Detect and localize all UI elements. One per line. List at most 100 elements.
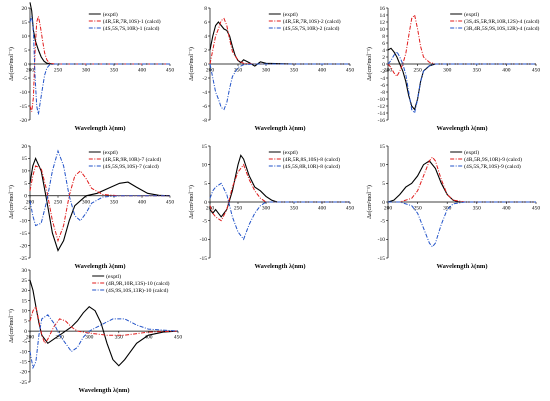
- x-tick-label: 450: [532, 68, 541, 74]
- y-tick-label: 0: [24, 329, 27, 335]
- y-tick-label: -25: [20, 380, 28, 386]
- x-tick-label: 250: [234, 68, 243, 74]
- x-tick-label: 300: [262, 206, 271, 212]
- y-tick-label: -25: [20, 256, 28, 262]
- x-tick-label: 250: [413, 68, 422, 74]
- legend-entry: (4S,5S,7S,10R)-1 (calcd): [103, 25, 160, 32]
- y-tick-label: 8: [382, 34, 385, 40]
- x-tick-label: 350: [110, 199, 119, 205]
- legend-entry: (exptl): [106, 273, 121, 280]
- y-tick-label: 0: [382, 62, 385, 68]
- x-tick-label: 300: [443, 206, 452, 212]
- y-tick-label: -8: [380, 90, 385, 96]
- y-tick-label: -14: [378, 111, 386, 117]
- x-tick-label: 300: [262, 68, 271, 74]
- series-line: [209, 17, 350, 65]
- y-tick-label: -10: [378, 237, 386, 243]
- y-axis-title: Δε(cm²mol⁻¹): [8, 309, 15, 343]
- y-tick-label: 20: [22, 6, 28, 12]
- x-tick-label: 400: [318, 206, 327, 212]
- x-tick-label: 450: [346, 68, 355, 74]
- series-line: [29, 314, 179, 370]
- y-tick-label: -15: [20, 359, 28, 365]
- x-tick-label: 450: [166, 199, 175, 205]
- x-tick-label: 200: [26, 68, 35, 74]
- x-tick-label: 350: [290, 68, 299, 74]
- x-tick-label: 400: [138, 199, 147, 205]
- x-tick-label: 250: [413, 206, 422, 212]
- x-tick-label: 400: [502, 206, 511, 212]
- x-tick-label: 250: [234, 206, 243, 212]
- y-tick-label: 0: [204, 200, 207, 206]
- y-tick-label: 0: [24, 194, 27, 200]
- legend-entry: (4R,5R,8S,10S)-8 (calcd): [283, 156, 340, 163]
- y-tick-label: 10: [22, 34, 28, 40]
- y-tick-label: 5: [24, 48, 27, 54]
- y-tick-label: -6: [202, 104, 207, 110]
- y-tick-label: -2: [380, 69, 385, 75]
- x-tick-label: 350: [473, 206, 482, 212]
- y-tick-label: -5: [22, 206, 27, 212]
- y-tick-label: 0: [24, 62, 27, 68]
- y-tick-label: 8: [204, 6, 207, 12]
- x-tick-label: 200: [384, 206, 393, 212]
- series-line: [29, 149, 170, 227]
- y-tick-label: -4: [380, 76, 385, 82]
- y-tick-label: -15: [378, 256, 386, 262]
- y-tick-label: -10: [378, 97, 386, 103]
- y-tick-label: -8: [202, 118, 207, 124]
- legend-entry: (4R,5R,9S,10R)-9 (calcd): [464, 156, 522, 163]
- y-axis-title: Δε(cm²mol⁻¹): [8, 47, 15, 81]
- x-tick-label: 400: [138, 68, 147, 74]
- y-tick-label: -5: [22, 339, 27, 345]
- series-line: [387, 47, 536, 111]
- y-tick-label: 5: [24, 319, 27, 325]
- x-tick-label: 350: [473, 68, 482, 74]
- y-tick-label: 4: [382, 48, 385, 54]
- y-tick-label: 10: [202, 162, 208, 168]
- x-tick-label: 450: [532, 206, 541, 212]
- y-tick-label: 15: [380, 144, 386, 150]
- y-tick-label: -10: [20, 349, 28, 355]
- y-tick-label: 16: [380, 6, 386, 12]
- y-tick-label: -5: [202, 218, 207, 224]
- y-axis-title: Δε(cm²mol⁻¹): [188, 47, 195, 81]
- legend-entry: (exptl): [103, 11, 118, 18]
- y-tick-label: -15: [20, 231, 28, 237]
- series-line: [29, 16, 170, 115]
- y-tick-label: -15: [200, 256, 208, 262]
- legend-entry: (exptl): [464, 149, 479, 156]
- y-tick-label: -20: [20, 118, 28, 124]
- y-tick-label: 5: [382, 181, 385, 187]
- y-tick-label: 2: [204, 48, 207, 54]
- y-tick-label: -10: [20, 90, 28, 96]
- series-line: [209, 63, 350, 111]
- y-axis-title: Δε(cm²mol⁻¹): [366, 185, 373, 219]
- x-tick-label: 350: [110, 68, 119, 74]
- chart-panel: -20 -15 -10 -5 0 5 10 15 20 200 250 300 350 400 450 (ex…: [8, 2, 174, 132]
- y-tick-label: 14: [380, 13, 386, 19]
- y-tick-label: -10: [200, 237, 208, 243]
- y-tick-label: 15: [22, 156, 28, 162]
- x-tick-label: 450: [174, 335, 183, 341]
- series-line: [209, 182, 350, 241]
- y-axis-title: Δε(cm²mol⁻¹): [8, 185, 15, 219]
- x-tick-label: 300: [85, 335, 94, 341]
- x-axis-title: Wavelength λ(nm): [78, 387, 129, 394]
- y-tick-label: 20: [22, 144, 28, 150]
- y-tick-label: 2: [382, 55, 385, 61]
- x-tick-label: 200: [206, 206, 215, 212]
- y-tick-label: -12: [378, 104, 386, 110]
- legend-entry: (4S,9S,10S,13R)-10 (calcd): [106, 287, 168, 294]
- x-axis-title: Wavelength λ(nm): [254, 125, 305, 132]
- y-tick-label: -10: [20, 218, 28, 224]
- legend-entry: (exptl): [103, 149, 118, 156]
- x-tick-label: 250: [55, 335, 64, 341]
- legend-entry: (4R,5R,7R,10S)-1 (calcd): [103, 18, 161, 25]
- y-tick-label: 4: [204, 34, 207, 40]
- y-tick-label: 6: [204, 20, 207, 26]
- y-tick-label: -20: [20, 370, 28, 376]
- y-tick-label: -5: [380, 218, 385, 224]
